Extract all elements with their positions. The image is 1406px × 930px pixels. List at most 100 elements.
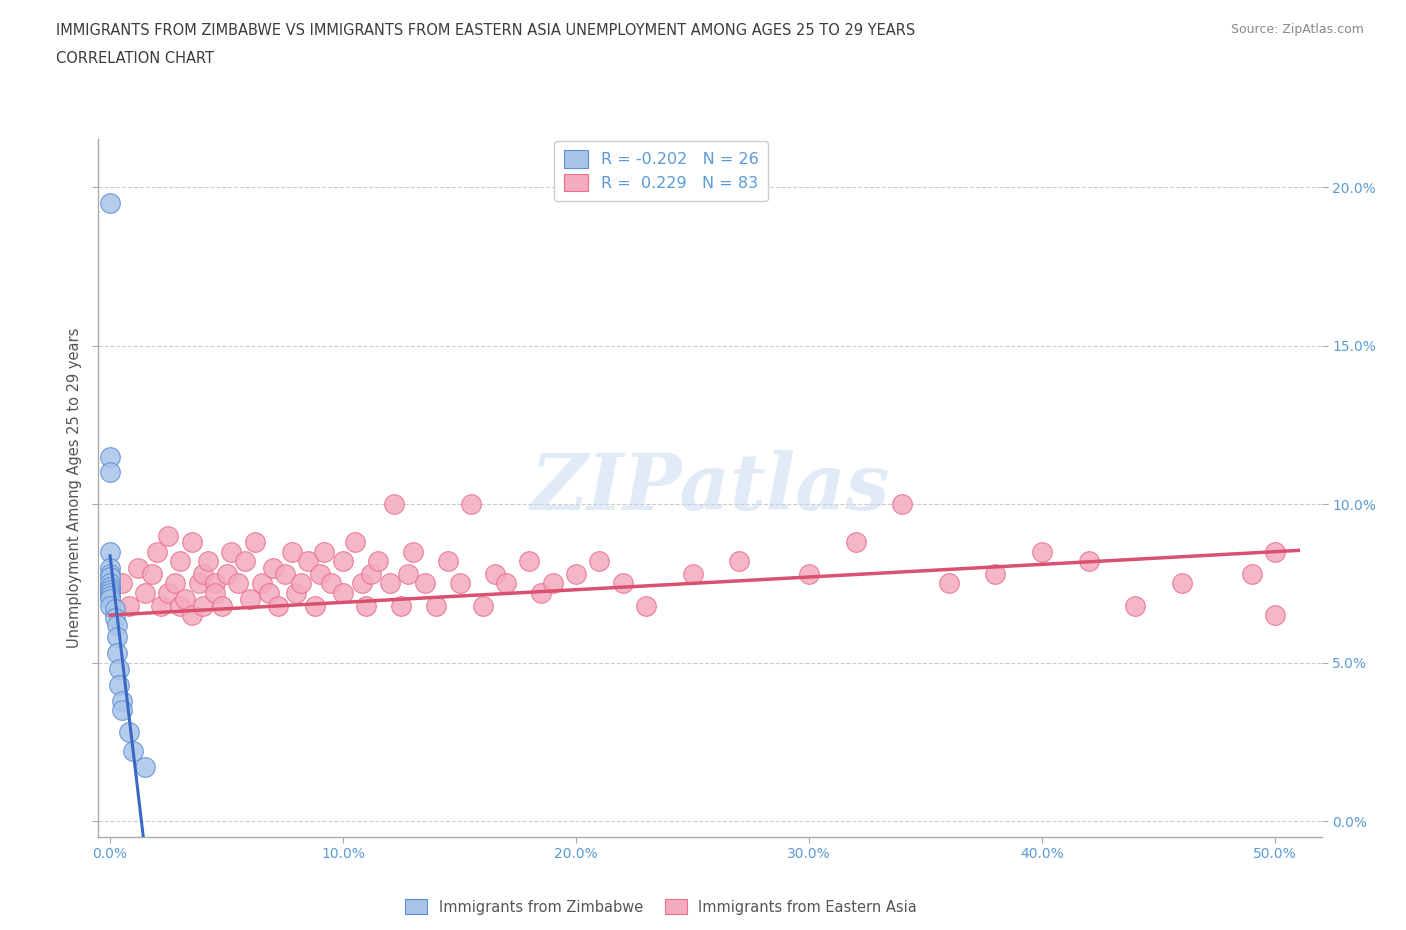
Point bbox=[1264, 544, 1286, 559]
Point bbox=[314, 544, 336, 559]
Point bbox=[250, 576, 273, 591]
Point bbox=[530, 586, 553, 601]
Point bbox=[1123, 598, 1146, 613]
Point bbox=[122, 744, 145, 759]
Point bbox=[367, 553, 389, 568]
Point bbox=[150, 598, 173, 613]
Point bbox=[519, 553, 541, 568]
Point bbox=[728, 553, 751, 568]
Point bbox=[111, 703, 134, 718]
Y-axis label: Unemployment Among Ages 25 to 29 years: Unemployment Among Ages 25 to 29 years bbox=[66, 328, 82, 648]
Text: IMMIGRANTS FROM ZIMBABWE VS IMMIGRANTS FROM EASTERN ASIA UNEMPLOYMENT AMONG AGES: IMMIGRANTS FROM ZIMBABWE VS IMMIGRANTS F… bbox=[56, 23, 915, 38]
Point bbox=[938, 576, 960, 591]
Point bbox=[1171, 576, 1194, 591]
Point bbox=[565, 566, 588, 581]
Point bbox=[239, 591, 262, 606]
Point bbox=[257, 586, 280, 601]
Point bbox=[108, 677, 131, 692]
Point bbox=[350, 576, 373, 591]
Point bbox=[98, 465, 121, 480]
Point bbox=[541, 576, 564, 591]
Point bbox=[180, 535, 202, 550]
Point bbox=[105, 645, 128, 660]
Point bbox=[389, 598, 412, 613]
Point bbox=[682, 566, 704, 581]
Point bbox=[98, 569, 121, 584]
Point bbox=[233, 553, 256, 568]
Point bbox=[1077, 553, 1099, 568]
Point bbox=[98, 576, 121, 591]
Point bbox=[157, 586, 180, 601]
Point bbox=[211, 598, 233, 613]
Point bbox=[845, 535, 868, 550]
Text: Source: ZipAtlas.com: Source: ZipAtlas.com bbox=[1230, 23, 1364, 36]
Point bbox=[104, 602, 127, 617]
Point bbox=[98, 586, 121, 601]
Point bbox=[134, 586, 156, 601]
Text: CORRELATION CHART: CORRELATION CHART bbox=[56, 51, 214, 66]
Point bbox=[449, 576, 471, 591]
Point bbox=[471, 598, 494, 613]
Point bbox=[98, 195, 121, 210]
Point bbox=[204, 576, 226, 591]
Text: ZIPatlas: ZIPatlas bbox=[530, 450, 890, 526]
Point bbox=[360, 566, 382, 581]
Point bbox=[290, 576, 312, 591]
Point bbox=[226, 576, 249, 591]
Point bbox=[169, 598, 191, 613]
Point bbox=[382, 497, 405, 512]
Point bbox=[495, 576, 517, 591]
Point bbox=[304, 598, 326, 613]
Point bbox=[134, 760, 156, 775]
Point bbox=[98, 589, 121, 604]
Point bbox=[484, 566, 506, 581]
Point bbox=[1264, 607, 1286, 622]
Point bbox=[321, 576, 343, 591]
Point bbox=[612, 576, 634, 591]
Point bbox=[588, 553, 610, 568]
Point bbox=[437, 553, 460, 568]
Point bbox=[281, 544, 304, 559]
Point bbox=[378, 576, 401, 591]
Point bbox=[413, 576, 436, 591]
Point bbox=[343, 535, 366, 550]
Point bbox=[98, 582, 121, 597]
Point bbox=[267, 598, 290, 613]
Point bbox=[204, 586, 226, 601]
Point bbox=[98, 449, 121, 464]
Point bbox=[402, 544, 425, 559]
Point bbox=[285, 586, 308, 601]
Point bbox=[98, 566, 121, 581]
Point bbox=[98, 560, 121, 575]
Point bbox=[157, 528, 180, 543]
Point bbox=[173, 591, 195, 606]
Point bbox=[193, 598, 215, 613]
Point bbox=[105, 618, 128, 632]
Point bbox=[1240, 566, 1263, 581]
Point bbox=[118, 725, 141, 740]
Point bbox=[105, 630, 128, 644]
Point bbox=[193, 566, 215, 581]
Point bbox=[111, 576, 134, 591]
Point bbox=[169, 553, 191, 568]
Point bbox=[187, 576, 209, 591]
Point bbox=[396, 566, 419, 581]
Point bbox=[98, 544, 121, 559]
Point bbox=[308, 566, 330, 581]
Point bbox=[104, 611, 127, 626]
Point bbox=[634, 598, 657, 613]
Point bbox=[127, 560, 149, 575]
Point bbox=[98, 598, 121, 613]
Point bbox=[1031, 544, 1053, 559]
Point bbox=[262, 560, 284, 575]
Point bbox=[180, 607, 202, 622]
Point bbox=[197, 553, 219, 568]
Point bbox=[165, 576, 187, 591]
Point bbox=[425, 598, 447, 613]
Point bbox=[356, 598, 378, 613]
Point bbox=[332, 553, 354, 568]
Legend: Immigrants from Zimbabwe, Immigrants from Eastern Asia: Immigrants from Zimbabwe, Immigrants fro… bbox=[399, 894, 922, 921]
Point bbox=[984, 566, 1007, 581]
Point bbox=[219, 544, 242, 559]
Point bbox=[108, 661, 131, 676]
